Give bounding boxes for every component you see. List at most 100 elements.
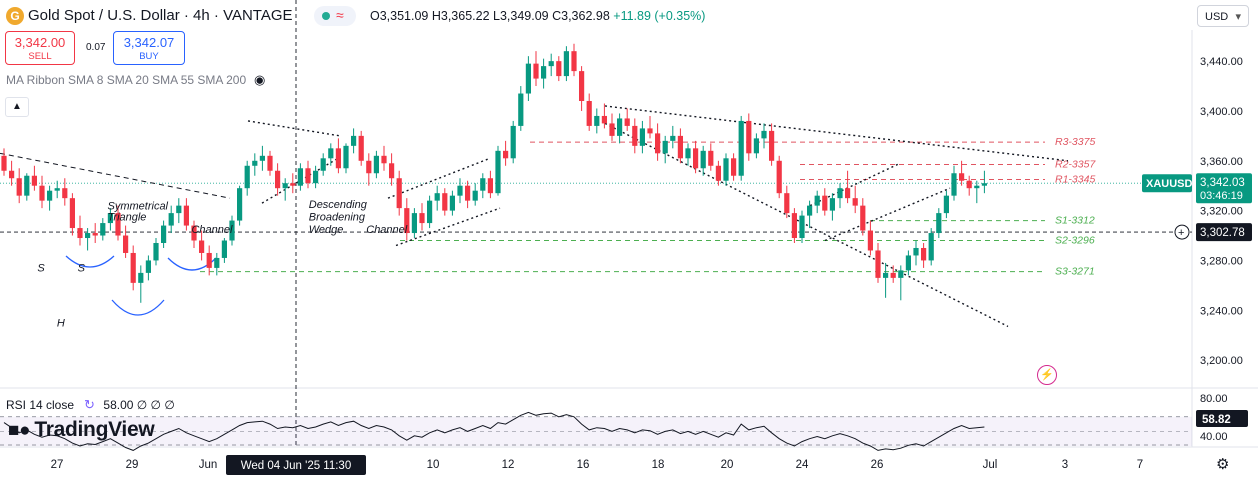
price-tick-label: 3,360.00	[1200, 156, 1243, 168]
candle-body	[130, 252, 136, 283]
sell-button[interactable]: 3,342.00 SELL	[5, 31, 75, 65]
candle-body	[571, 51, 577, 72]
candle-body	[807, 205, 813, 216]
candle-body	[632, 125, 638, 146]
candle-body	[883, 272, 889, 278]
candle-body	[829, 198, 835, 211]
candle-body	[624, 118, 630, 126]
candle-body	[981, 183, 987, 186]
candle-body	[69, 198, 75, 229]
candle-body	[366, 160, 372, 174]
candle-body	[685, 148, 691, 159]
candle-body	[411, 213, 417, 234]
rsi-line	[3, 411, 985, 451]
candle-body	[867, 230, 873, 251]
candle-body	[449, 195, 455, 211]
symbol-logo-icon: G	[6, 7, 24, 25]
time-tick-label: 3	[1062, 459, 1068, 471]
candle-body	[123, 235, 129, 253]
candle-body	[191, 225, 197, 241]
head-arc	[111, 299, 165, 316]
candle-body	[943, 195, 949, 214]
pattern-annotation: Wedge	[309, 224, 344, 236]
spread-value: 0.07	[86, 42, 106, 53]
candle-body	[358, 135, 364, 161]
buy-price: 3,342.07	[123, 35, 175, 50]
candle-body	[731, 158, 737, 176]
time-tick-label: Jul	[983, 459, 998, 471]
candle-body	[267, 155, 273, 171]
candle-body	[282, 183, 288, 189]
candle-body	[320, 158, 326, 171]
candle-body	[693, 148, 699, 169]
candle-body	[579, 71, 585, 101]
candle-body	[974, 185, 980, 189]
chevron-up-icon[interactable]: ▲	[5, 97, 29, 117]
candle-body	[487, 178, 493, 194]
eye-icon[interactable]: ◉	[254, 72, 266, 87]
channel-lower-line	[395, 207, 501, 247]
candle-body	[305, 168, 311, 184]
last-price-badge: 3,342.03	[1200, 177, 1245, 189]
time-tick-label: 18	[652, 459, 665, 471]
downtrend-line	[0, 152, 231, 199]
level-label: R1-3345	[1055, 173, 1095, 185]
candle-body	[145, 260, 151, 273]
candle-body	[905, 255, 911, 271]
tradingview-logo: ■● TradingView	[8, 418, 155, 442]
market-status-pill[interactable]: ≈	[314, 6, 356, 26]
candle-body	[837, 188, 843, 199]
candle-body	[9, 170, 15, 179]
pattern-annotation: Broadening	[309, 212, 366, 224]
candle-body	[161, 225, 167, 243]
candle-body	[427, 200, 433, 224]
time-tick-label: 12	[502, 459, 515, 471]
candle-body	[62, 188, 68, 199]
candle-body	[503, 150, 509, 159]
time-tick-label: 27	[51, 459, 64, 471]
candle-body	[936, 213, 942, 234]
rsi-legend[interactable]: RSI 14 close 58.00 ∅ ∅ ∅	[6, 398, 175, 412]
ohlc-readout: O3,351.09 H3,365.22 L3,349.09 C3,362.98 …	[370, 9, 705, 23]
candle-body	[852, 198, 858, 206]
indicator-legend[interactable]: MA Ribbon SMA 8 SMA 20 SMA 55 SMA 200	[6, 73, 247, 87]
candle-body	[890, 272, 896, 278]
time-tick-label: 10	[427, 459, 440, 471]
candle-body	[396, 178, 402, 209]
plus-circle-glyph: +	[1178, 227, 1184, 239]
candle-body	[313, 170, 319, 184]
candle-body	[244, 165, 250, 189]
candle-body	[54, 188, 60, 191]
buy-button[interactable]: 3,342.07 BUY	[113, 31, 185, 65]
rsi-settings-icon[interactable]: ↻	[84, 397, 95, 412]
wave-icon: ≈	[336, 7, 344, 23]
time-tick-label: 24	[796, 459, 809, 471]
candle-body	[434, 193, 440, 201]
candle-body	[548, 61, 554, 67]
level-label: R3-3375	[1055, 136, 1095, 148]
candle-body	[617, 118, 623, 136]
ohlc-values: O3,351.09 H3,365.22 L3,349.09 C3,362.98	[370, 9, 610, 23]
candle-body	[677, 135, 683, 159]
gear-icon[interactable]: ⚙	[1216, 456, 1230, 473]
brand-name: TradingView	[34, 418, 155, 441]
rsi-last-badge-bg	[1196, 410, 1248, 427]
candle-body	[753, 138, 759, 154]
candle-body	[176, 205, 182, 214]
candle-body	[541, 66, 547, 79]
wedge-lower-line	[604, 122, 1009, 328]
flash-icon[interactable]: ⚡	[1037, 365, 1057, 385]
time-tick-label: Jun	[199, 459, 218, 471]
candle-body	[107, 213, 113, 224]
candle-body	[510, 125, 516, 159]
candle-body	[738, 120, 744, 176]
countdown-badge: 03:46:19	[1200, 190, 1243, 202]
candle-body	[662, 140, 668, 154]
time-tick-label: 26	[871, 459, 884, 471]
time-tick-label: 29	[126, 459, 139, 471]
candle-body	[168, 213, 174, 226]
candle-body	[335, 148, 341, 169]
symbol-title[interactable]: Gold Spot / U.S. Dollar · 4h · VANTAGE	[28, 7, 293, 24]
currency-selector[interactable]: USD	[1197, 5, 1249, 28]
